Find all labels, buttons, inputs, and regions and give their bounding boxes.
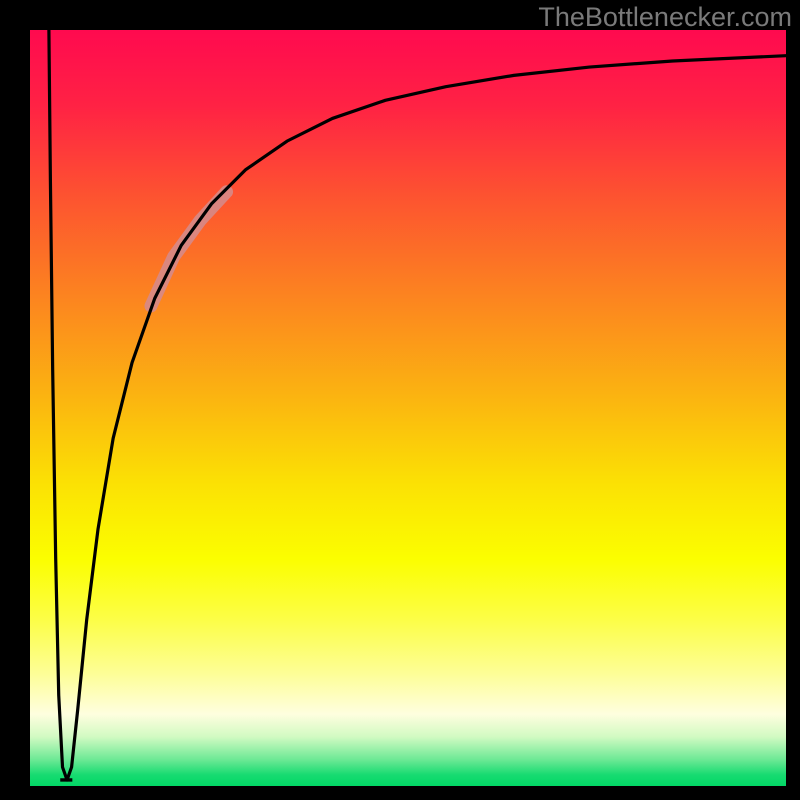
- curve-layer: [30, 30, 786, 786]
- bottleneck-curve: [49, 30, 786, 780]
- plot-area: [30, 30, 786, 786]
- watermark-text: TheBottlenecker.com: [538, 2, 792, 33]
- chart-container: TheBottlenecker.com: [0, 0, 800, 800]
- highlight-segment: [151, 192, 227, 306]
